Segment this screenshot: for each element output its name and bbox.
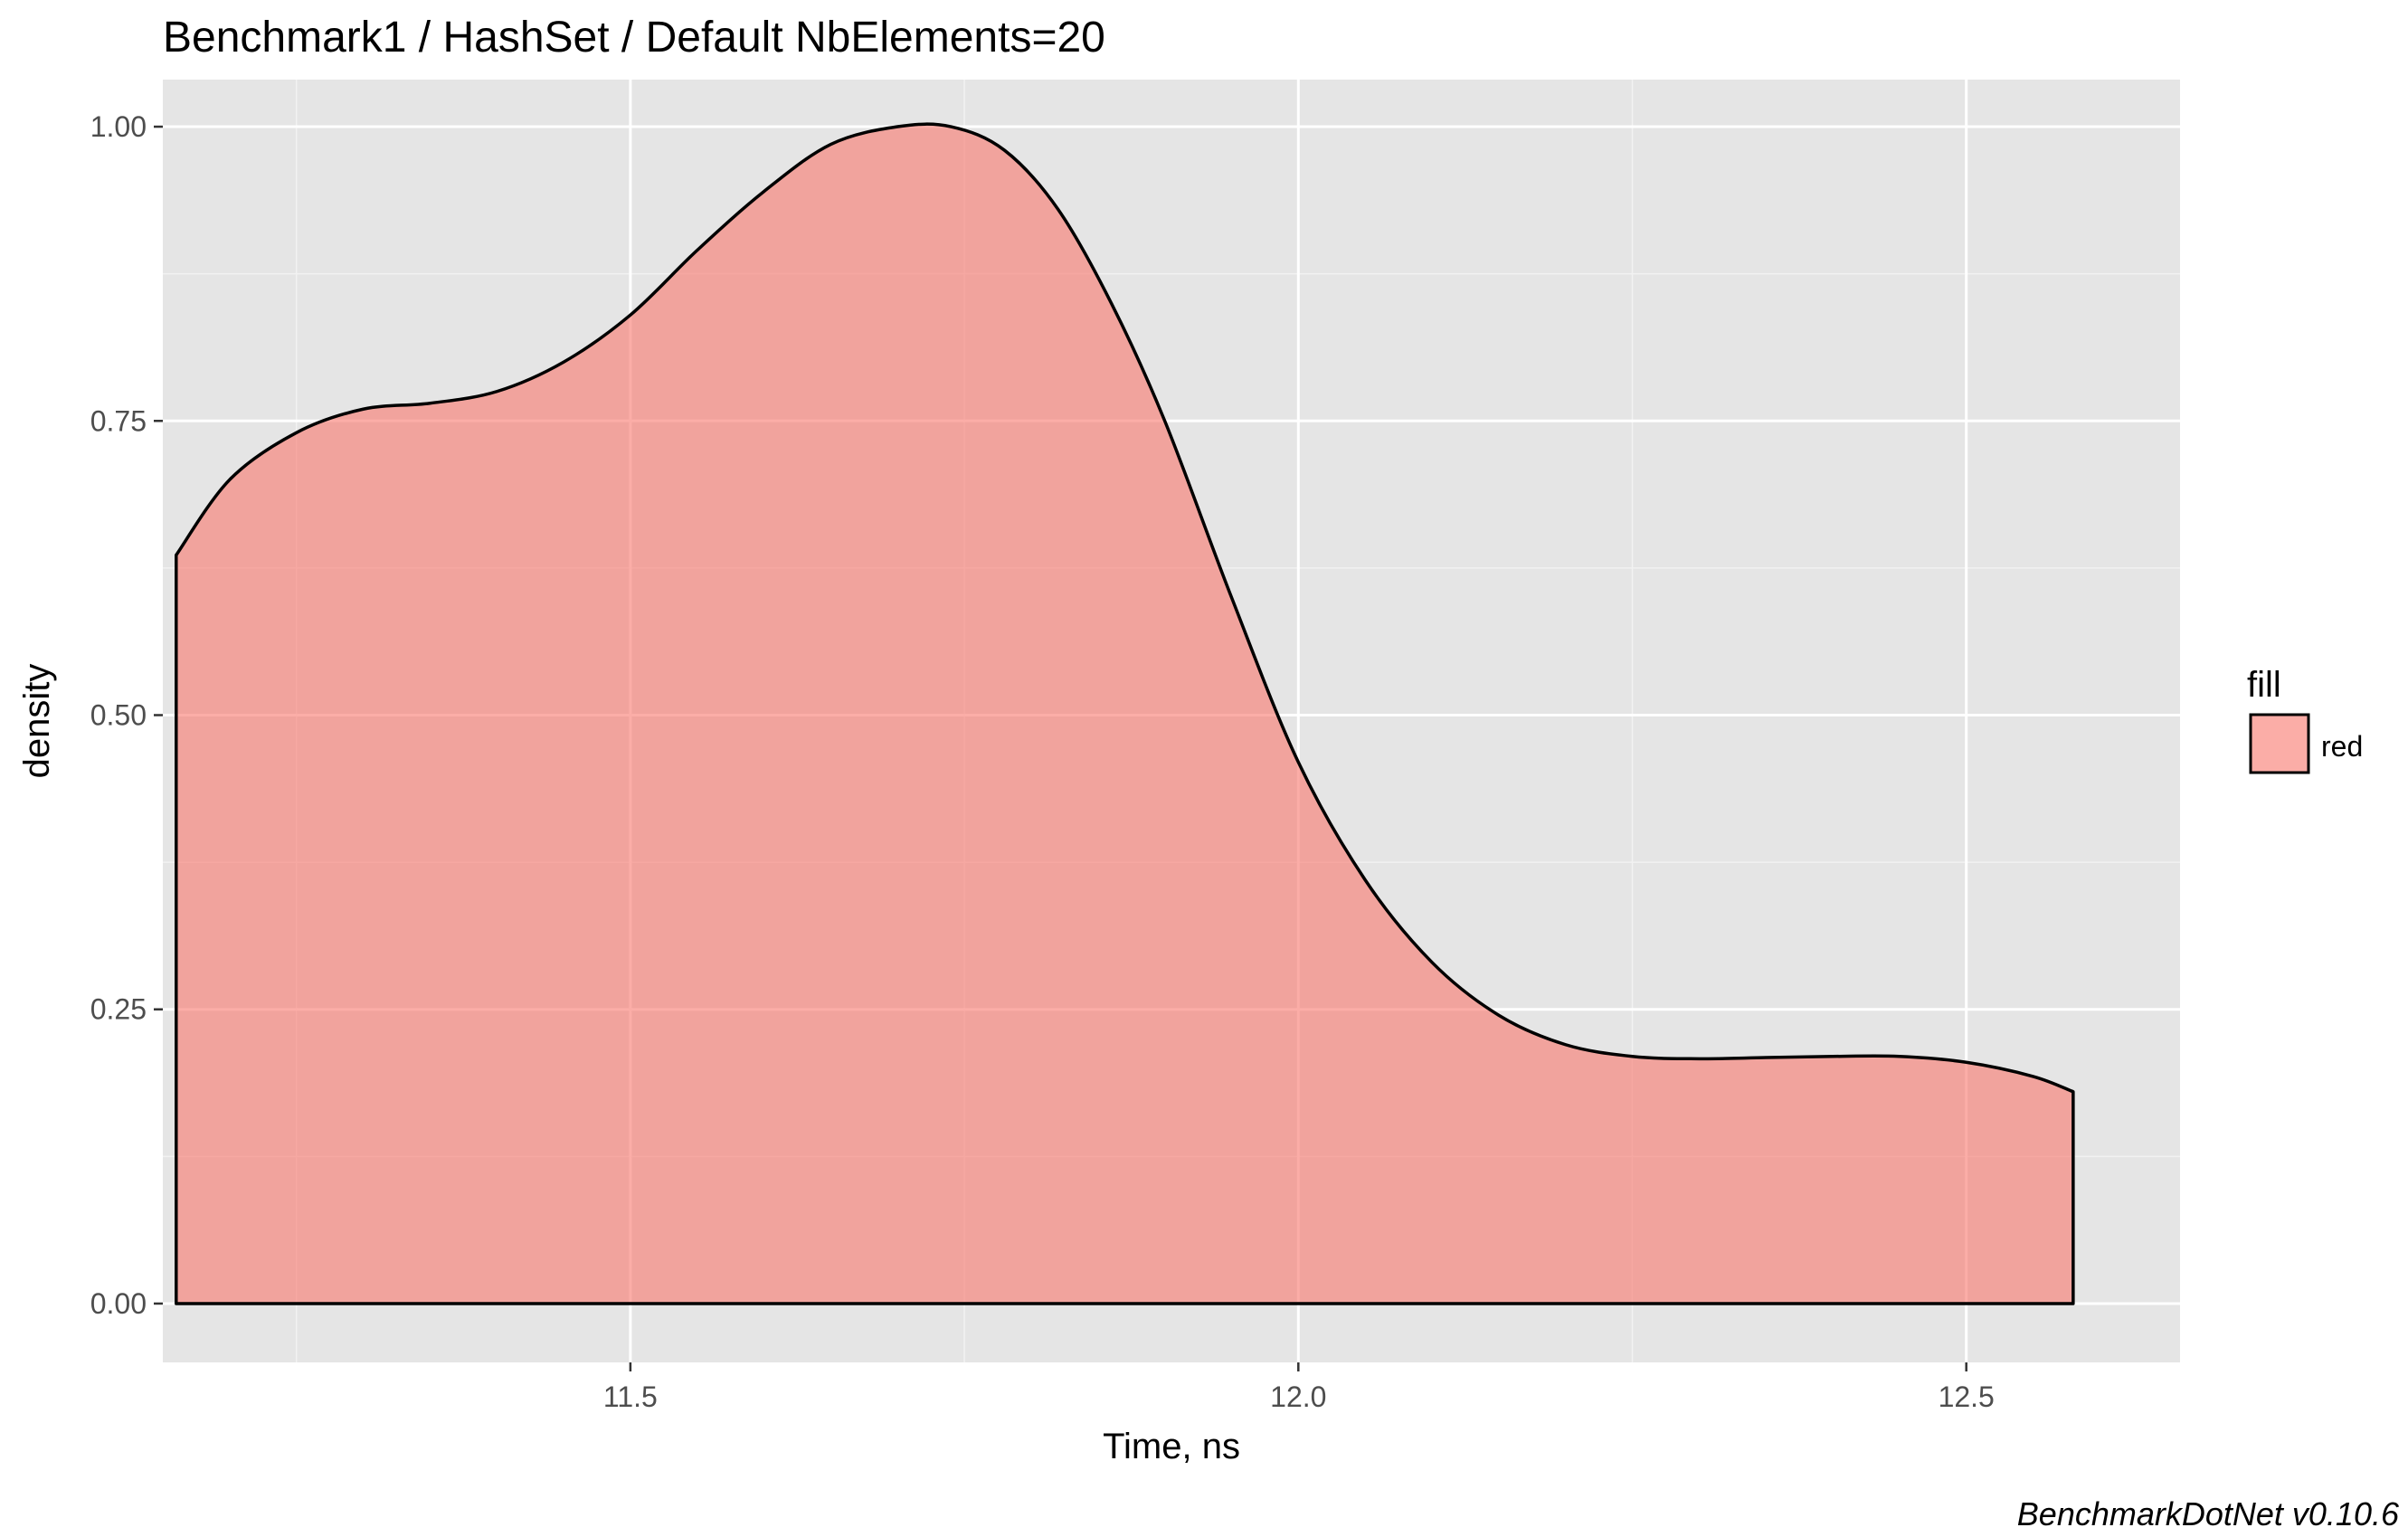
x-tick-label: 11.5 [603,1380,658,1413]
density-area-red [175,122,2075,1305]
density-series [175,122,2075,1305]
y-tick-label: 1.00 [90,110,147,143]
y-tick-label: 0.50 [90,698,147,731]
legend-label-red: red [2321,730,2363,763]
y-axis-title: density [17,664,57,779]
x-tick-label: 12.5 [1939,1380,1995,1413]
x-tick-label: 12.0 [1270,1380,1326,1413]
y-axis: 0.00 0.25 0.50 0.75 1.00 [90,110,163,1320]
legend: fill red [2247,665,2363,774]
x-axis: 11.5 12.0 12.5 [603,1362,1995,1413]
legend-title: fill [2247,665,2281,705]
legend-key-red [2249,713,2310,774]
y-tick-label: 0.25 [90,993,147,1026]
y-tick-label: 0.00 [90,1287,147,1320]
chart-title: Benchmark1 / HashSet / Default NbElement… [163,14,1105,62]
x-axis-title: Time, ns [1103,1427,1240,1466]
caption: BenchmarkDotNet v0.10.6 [2017,1495,2400,1532]
y-tick-label: 0.75 [90,404,147,437]
